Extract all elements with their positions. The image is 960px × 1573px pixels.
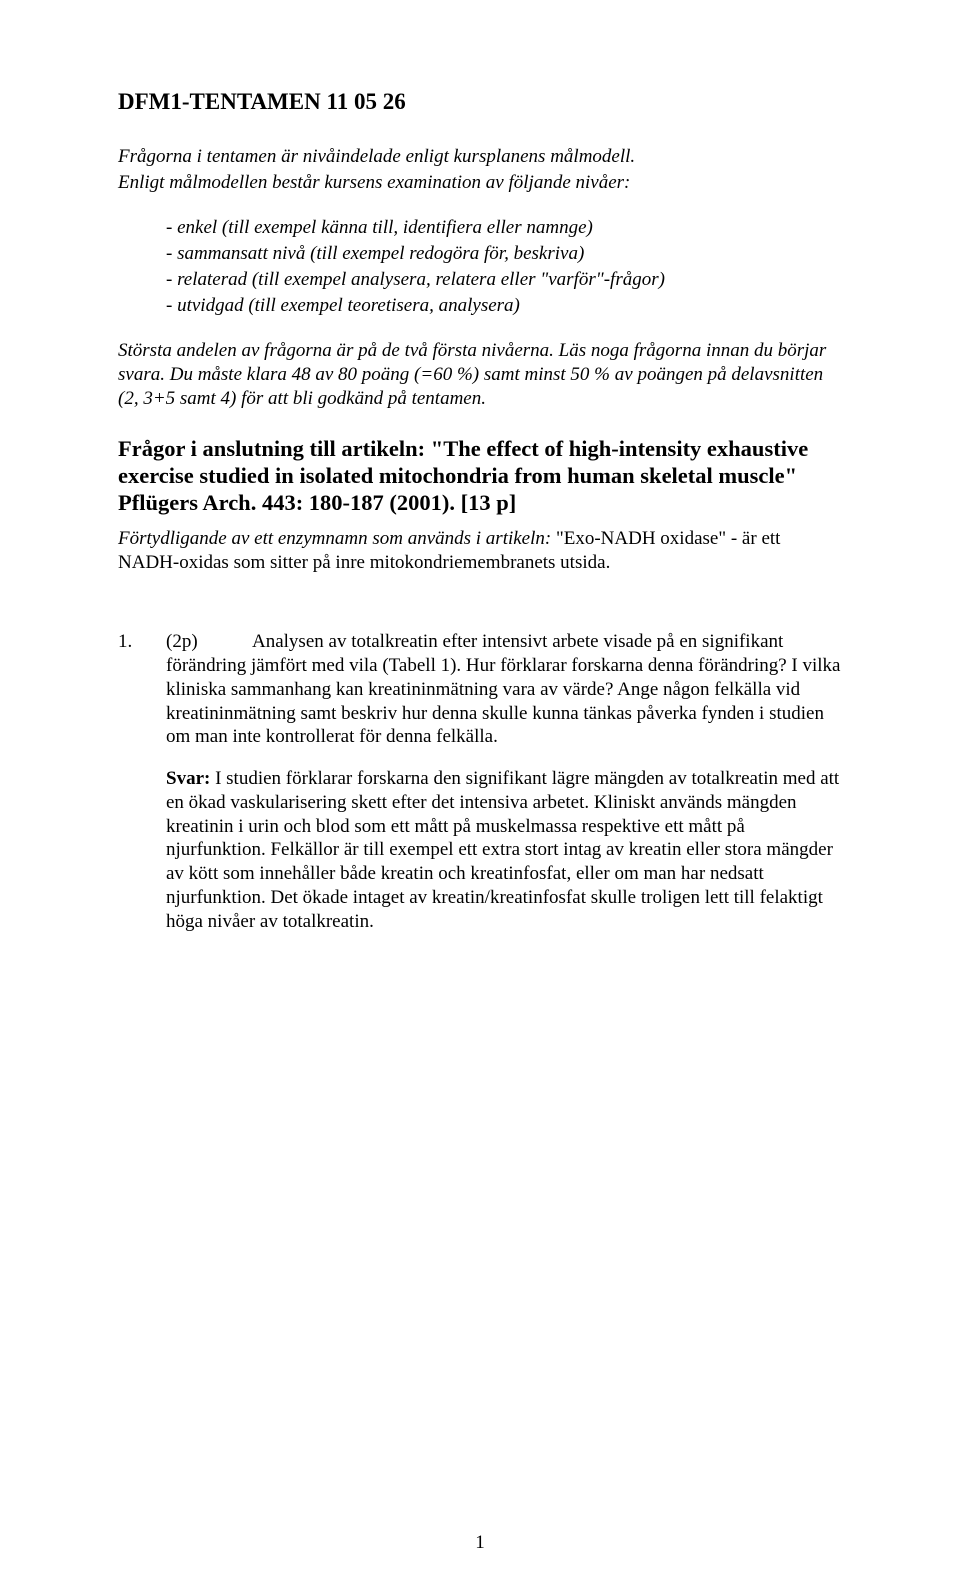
answer-1-label: Svar: [166,768,210,789]
question-1-continuation: förändring jämfört med vila (Tabell 1). … [118,654,842,749]
question-1-points: (2p) [166,630,252,654]
exam-rules-paragraph: Största andelen av frågorna är på de två… [118,339,842,410]
page-number: 1 [0,1532,960,1554]
clarification-lead: Förtydligande av ett enzymnamn som använ… [118,528,551,549]
question-1-number: 1. [118,630,166,654]
article-section-heading: Frågor i anslutning till artikeln: "The … [118,435,842,517]
intro-line-1: Frågorna i tentamen är nivåindelade enli… [118,145,842,169]
bullet-relaterad: - relaterad (till exempel analysera, rel… [118,268,842,292]
enzyme-clarification: Förtydligande av ett enzymnamn som använ… [118,527,842,575]
page-title: DFM1-TENTAMEN 11 05 26 [118,88,842,117]
question-1: 1. (2p)Analysen av totalkreatin efter in… [118,630,842,933]
bullet-sammansatt: - sammansatt nivå (till exempel redogöra… [118,242,842,266]
level-bullet-list: - enkel (till exempel känna till, identi… [118,216,842,317]
question-1-rest: (2p)Analysen av totalkreatin efter inten… [166,630,842,654]
intro-line-2: Enligt målmodellen består kursens examin… [118,171,842,195]
bullet-utvidgad: - utvidgad (till exempel teoretisera, an… [118,294,842,318]
question-1-firstline: 1. (2p)Analysen av totalkreatin efter in… [118,630,842,654]
document-page: DFM1-TENTAMEN 11 05 26 Frågorna i tentam… [0,0,960,1573]
question-1-first-text: Analysen av totalkreatin efter intensivt… [252,631,783,652]
answer-1-text: I studien förklarar forskarna den signif… [166,768,839,932]
answer-1: Svar: I studien förklarar forskarna den … [118,767,842,933]
bullet-enkel: - enkel (till exempel känna till, identi… [118,216,842,240]
